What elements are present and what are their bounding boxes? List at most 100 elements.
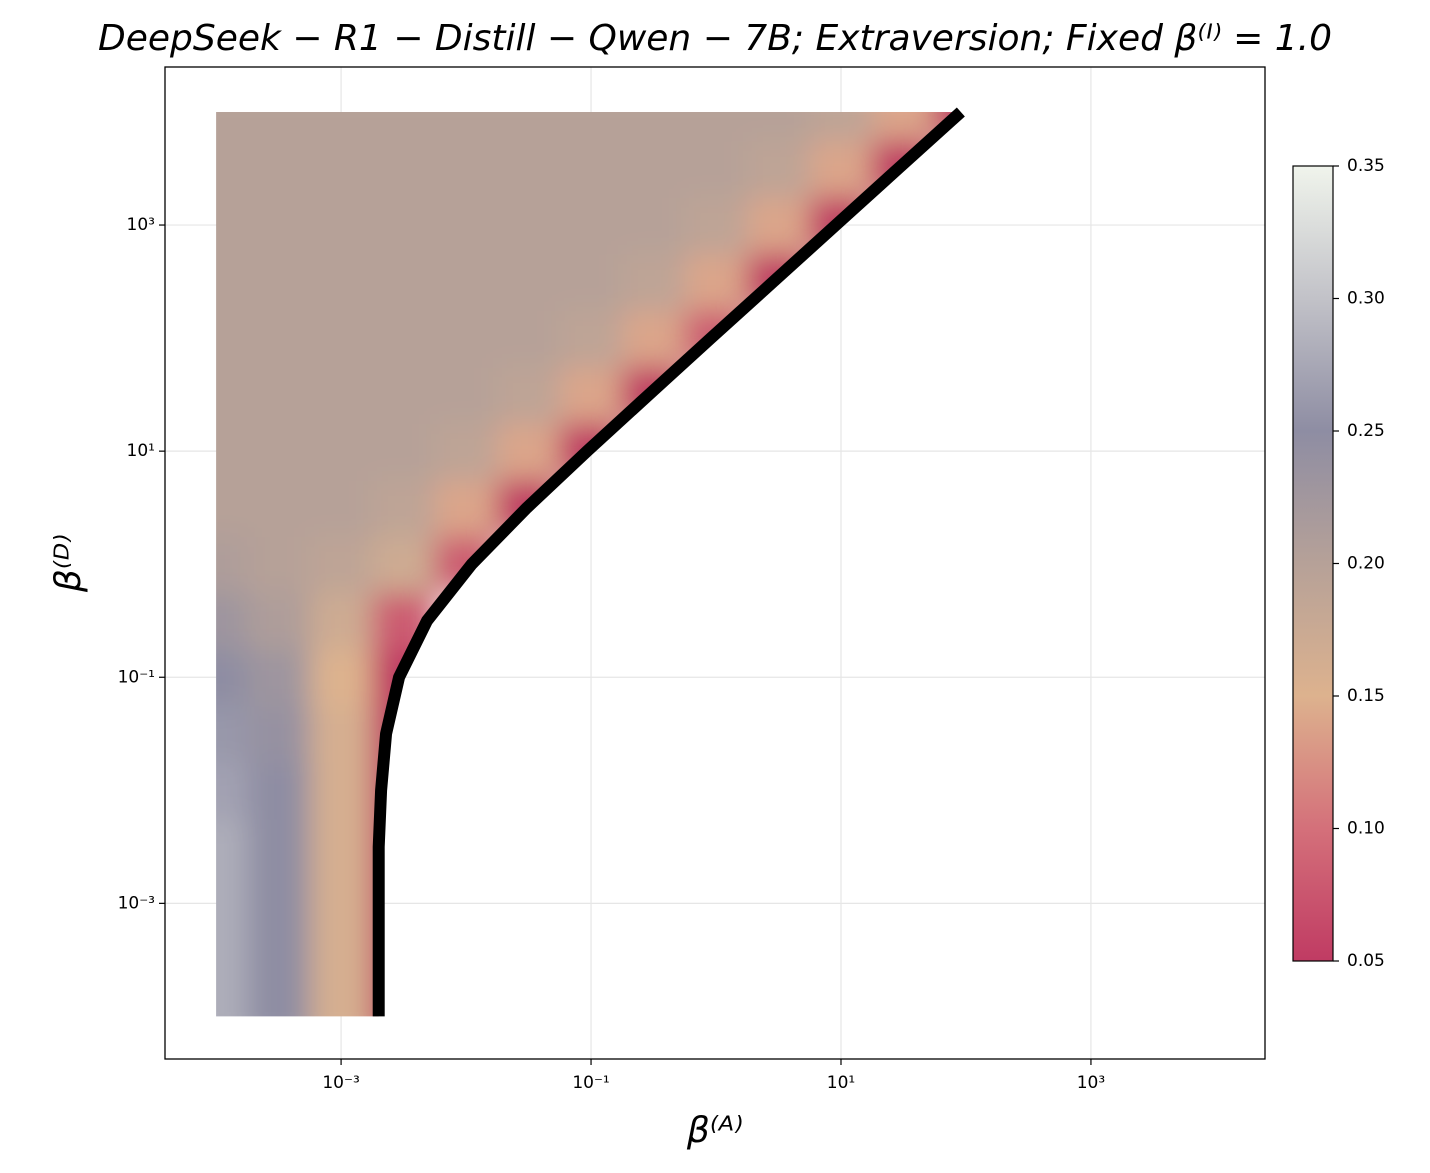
heatmap-cell (247, 592, 311, 651)
heatmap-cell (622, 196, 686, 255)
heatmap-cell (247, 196, 311, 255)
heatmap-cell (559, 111, 624, 142)
heatmap-cell (216, 649, 249, 707)
heatmap-cell (622, 140, 686, 198)
heatmap-cell (309, 649, 374, 707)
heatmap-cell (247, 309, 311, 368)
x-tick-label: 10⁻¹ (572, 1073, 609, 1093)
colorbar-tick-label: 0.15 (1347, 686, 1385, 706)
heatmap-cell (247, 649, 311, 707)
heatmap-cell (872, 111, 936, 142)
heatmap-cell (309, 196, 374, 255)
heatmap-cell (434, 196, 499, 255)
colorbar-ticks: 0.05 0.10 0.15 0.20 0.25 0.30 0.35 (1333, 156, 1385, 971)
heatmap-cell (309, 253, 374, 311)
heatmap-cell (216, 705, 249, 764)
boundary-line (372, 107, 965, 1017)
colorbar-tick-label: 0.05 (1347, 951, 1385, 971)
heatmap-cell (247, 818, 311, 877)
heatmap-cell (372, 479, 436, 537)
ticks: 10⁻³ 10⁻¹ 10¹ 10³ 10⁻³ 10⁻¹ 10¹ 10³ (118, 215, 1106, 1093)
heatmap-cell (216, 535, 249, 594)
heatmap-cell (216, 111, 249, 142)
heatmap-cell (216, 422, 249, 481)
heatmap-cell (559, 253, 624, 311)
heatmap-cell (247, 253, 311, 311)
heatmap-cell (747, 111, 811, 142)
heatmap-cell (309, 140, 374, 198)
heatmap-cell (497, 253, 561, 311)
heatmap-cell (434, 309, 499, 368)
colorbar (1292, 165, 1334, 962)
heatmap-cell (216, 592, 249, 651)
heatmap-cell (309, 762, 374, 820)
heatmap-cell (309, 931, 374, 990)
heatmap-cell (247, 111, 311, 142)
heatmap-cell (309, 818, 374, 877)
heatmap-cell (497, 140, 561, 198)
y-tick-label: 10¹ (127, 441, 155, 461)
heatmap-cell (372, 111, 436, 142)
heatmap-cell (247, 422, 311, 481)
heatmap-cell (309, 366, 374, 424)
heatmap-cell (434, 422, 499, 481)
heatmap-cell (497, 366, 561, 424)
heatmap-cell (372, 535, 436, 594)
heatmap-cell (216, 818, 249, 877)
heatmap-cell (247, 479, 311, 537)
heatmap-cell (622, 111, 686, 142)
heatmap-cell (216, 366, 249, 424)
heatmap-cell (216, 253, 249, 311)
heatmap-cell (216, 762, 249, 820)
heatmap-cell (622, 253, 686, 311)
heatmap-cell (434, 366, 499, 424)
heatmap-region (216, 111, 961, 1017)
heatmap-cell (559, 140, 624, 198)
heatmap-cell (309, 705, 374, 764)
colorbar-tick-label: 0.35 (1347, 156, 1385, 176)
plot-frame (164, 66, 1266, 1060)
y-tick-label: 10⁻¹ (118, 667, 155, 687)
heatmap-cell (497, 309, 561, 368)
heatmap-cell (372, 366, 436, 424)
colorbar-tick-label: 0.20 (1347, 554, 1385, 574)
heatmap-cell (372, 422, 436, 481)
heatmap-cell (372, 196, 436, 255)
heatmap-cell (809, 111, 874, 142)
heatmap-cell (372, 309, 436, 368)
heatmap-cell (247, 705, 311, 764)
heatmap-cell (216, 988, 249, 1017)
heatmap-cell (309, 422, 374, 481)
chart-title: DeepSeek − R1 − Distill − Qwen − 7B; Ext… (98, 18, 1332, 59)
colorbar-tick-label: 0.25 (1347, 421, 1385, 441)
heatmap-cell (434, 140, 499, 198)
heatmap-cell (809, 140, 874, 198)
heatmap-cell (309, 875, 374, 933)
heatmap-cell (247, 988, 311, 1017)
y-tick-label: 10⁻³ (118, 893, 155, 913)
heatmap-cell (216, 140, 249, 198)
heatmap-cell (216, 875, 249, 933)
heatmap-cell (559, 366, 624, 424)
x-tick-label: 10¹ (827, 1073, 855, 1093)
heatmap-cell (684, 253, 749, 311)
colorbar-tick-label: 0.10 (1347, 819, 1385, 839)
heatmap-cell (684, 111, 749, 142)
heatmap-cell (309, 988, 374, 1017)
colorbar-tick-label: 0.30 (1347, 289, 1385, 309)
x-tick-label: 10³ (1077, 1073, 1105, 1093)
y-tick-label: 10³ (127, 215, 155, 235)
heatmap-cell (309, 111, 374, 142)
heatmap-cell (216, 196, 249, 255)
heatmap-cell (684, 196, 749, 255)
heatmap-cell (434, 479, 499, 537)
heatmap-cell (559, 309, 624, 368)
heatmap-cell (247, 931, 311, 990)
x-tick-label: 10⁻³ (322, 1073, 359, 1093)
heatmap-cell (247, 875, 311, 933)
heatmap-cell (497, 422, 561, 481)
heatmap-cell (309, 535, 374, 594)
heatmap-cell (559, 196, 624, 255)
heatmap-cell (622, 309, 686, 368)
